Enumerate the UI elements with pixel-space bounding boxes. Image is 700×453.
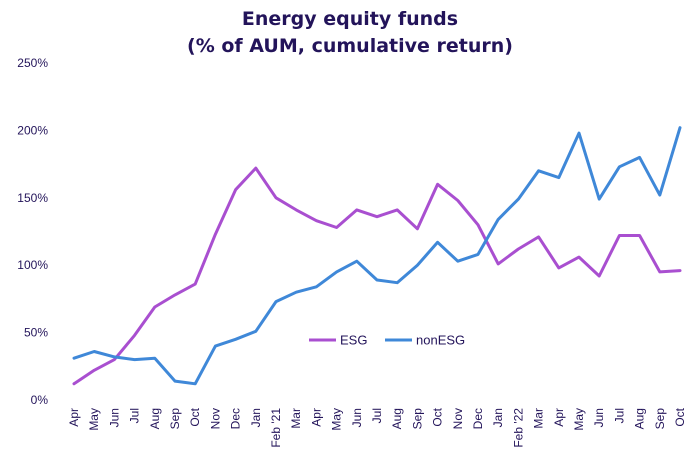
x-tick-label: Jul [128,408,142,423]
x-tick-label: Jun [350,408,364,427]
x-tick-label: Aug [148,408,162,429]
x-tick-label: Jul [370,408,384,423]
x-tick-label: Apr [552,408,566,427]
x-tick-label: Nov [208,408,222,429]
x-tick-label: Feb '22 [511,408,525,448]
chart-title-block: Energy equity funds (% of AUM, cumulativ… [0,6,700,60]
x-tick-label: May [572,408,586,431]
y-tick-label: 0% [31,393,49,407]
chart-subtitle: (% of AUM, cumulative return) [187,35,513,57]
x-tick-label: Dec [229,408,243,429]
x-tick-label: Sep [168,408,182,430]
x-axis: Apr May Jun Jul Aug Sep Oct Nov Dec Jan Feb '21 Mar… [67,407,687,447]
legend-label-nonesg: nonESG [416,333,465,348]
x-tick-label: Oct [673,407,687,426]
y-tick-label: 100% [17,258,48,272]
x-tick-label: Aug [390,408,404,429]
series-lines [72,126,682,386]
x-tick-label: Nov [451,408,465,429]
x-tick-label: Mar [532,408,546,429]
x-tick-label: Feb '21 [269,408,283,448]
x-tick-label: Apr [67,408,81,427]
y-tick-label: 200% [17,123,48,137]
x-tick-label: Sep [653,408,667,430]
x-tick-label: Jan [249,408,263,427]
series-line-nonesg [72,126,682,386]
chart-title: Energy equity funds [241,8,459,30]
x-tick-label: Jan [491,408,505,427]
y-tick-label: 150% [17,191,48,205]
y-tick-label: 50% [24,326,48,340]
y-axis: 0% 50% 100% 150% 200% 250% [17,56,48,407]
x-tick-label: Jun [592,408,606,427]
x-tick-label: Jul [612,408,626,423]
x-tick-label: Oct [188,407,202,426]
x-tick-label: Jun [107,408,121,427]
y-tick-label: 250% [17,56,48,70]
x-tick-label: Mar [289,408,303,429]
x-tick-label: Aug [633,408,647,429]
x-tick-label: Apr [309,408,323,427]
x-tick-label: May [87,408,101,431]
series-line-esg [72,166,682,386]
x-tick-label: Dec [471,408,485,429]
legend-label-esg: ESG [340,333,367,348]
x-tick-label: Oct [431,407,445,426]
x-tick-label: May [330,408,344,431]
x-tick-label: Sep [410,408,424,430]
legend: ESG nonESG [309,333,465,348]
